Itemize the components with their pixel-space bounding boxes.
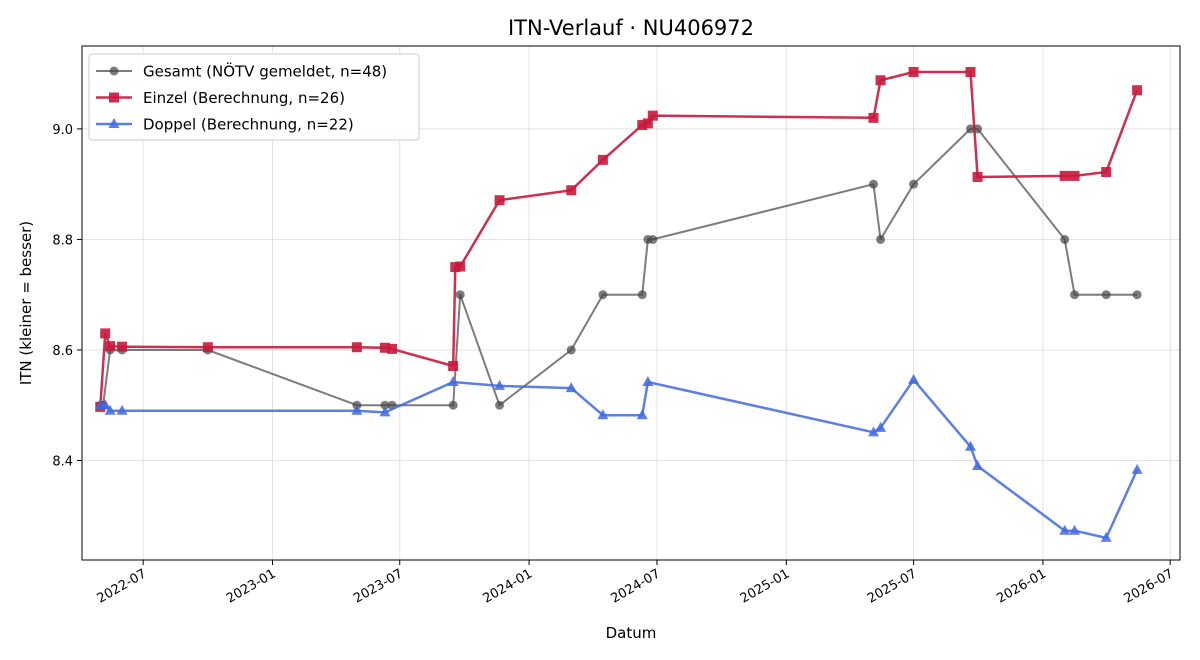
data-point-doppel bbox=[908, 373, 920, 384]
data-point-einzel bbox=[647, 110, 658, 121]
data-point-gesamt bbox=[1060, 234, 1070, 244]
data-point-einzel bbox=[202, 342, 213, 353]
data-point-einzel bbox=[637, 120, 648, 131]
data-point-einzel bbox=[875, 75, 886, 86]
legend-box bbox=[88, 53, 420, 141]
series-einzel bbox=[95, 66, 1143, 412]
legend-marker-gesamt bbox=[109, 66, 119, 76]
legend-label-gesamt: Gesamt (NÖTV gemeldet, n=48) bbox=[143, 62, 387, 81]
legend-label-einzel: Einzel (Berechnung, n=26) bbox=[143, 89, 345, 107]
data-point-doppel bbox=[1059, 524, 1071, 535]
data-point-doppel bbox=[642, 376, 654, 387]
legend-item-gesamt: Gesamt (NÖTV gemeldet, n=48) bbox=[96, 62, 387, 81]
data-point-gesamt bbox=[448, 400, 458, 410]
data-point-gesamt bbox=[598, 290, 608, 300]
data-point-einzel bbox=[965, 66, 976, 77]
data-point-doppel bbox=[597, 409, 609, 420]
data-point-doppel bbox=[565, 382, 577, 393]
data-point-doppel bbox=[972, 460, 984, 471]
data-point-gesamt bbox=[648, 234, 658, 244]
chart-title: ITN-Verlauf · NU406972 bbox=[508, 16, 754, 40]
data-point-doppel bbox=[104, 404, 116, 415]
data-point-doppel bbox=[1069, 524, 1081, 535]
legend-item-einzel: Einzel (Berechnung, n=26) bbox=[96, 89, 345, 107]
data-point-gesamt bbox=[1070, 290, 1080, 300]
data-point-doppel bbox=[1100, 531, 1112, 542]
legend-item-doppel: Doppel (Berechnung, n=22) bbox=[96, 116, 354, 134]
data-point-einzel bbox=[448, 361, 459, 372]
data-point-einzel bbox=[972, 171, 983, 182]
data-point-doppel bbox=[351, 404, 363, 415]
data-point-gesamt bbox=[566, 345, 576, 355]
y-tick-label: 8.4 bbox=[52, 455, 73, 470]
data-point-gesamt bbox=[1132, 290, 1142, 300]
y-axis-label: ITN (kleiner = besser) bbox=[17, 221, 35, 385]
legend-label-doppel: Doppel (Berechnung, n=22) bbox=[143, 116, 354, 134]
data-point-doppel bbox=[636, 409, 648, 420]
x-axis-label: Datum bbox=[606, 624, 657, 642]
data-point-gesamt bbox=[637, 290, 647, 300]
data-point-doppel bbox=[875, 421, 887, 432]
series-layer bbox=[94, 66, 1143, 542]
data-point-einzel bbox=[100, 328, 111, 339]
series-doppel bbox=[94, 373, 1143, 542]
data-point-doppel bbox=[965, 440, 977, 451]
data-point-gesamt bbox=[909, 179, 919, 189]
data-point-gesamt bbox=[966, 124, 976, 134]
data-point-einzel bbox=[1132, 85, 1143, 96]
data-point-doppel bbox=[99, 399, 111, 410]
data-point-einzel bbox=[908, 66, 919, 77]
data-point-einzel bbox=[1059, 170, 1070, 181]
data-point-einzel bbox=[597, 154, 608, 165]
plot-frame bbox=[81, 45, 1181, 561]
data-point-doppel bbox=[116, 404, 128, 415]
data-point-einzel bbox=[351, 342, 362, 353]
data-point-gesamt bbox=[495, 400, 505, 410]
data-point-einzel bbox=[868, 112, 879, 123]
legend: Gesamt (NÖTV gemeldet, n=48) Einzel (Bere… bbox=[88, 53, 420, 141]
y-tick-label: 8.6 bbox=[52, 344, 73, 359]
data-point-gesamt bbox=[455, 290, 465, 300]
data-point-einzel bbox=[642, 118, 653, 129]
data-point-einzel bbox=[379, 342, 390, 353]
data-point-einzel bbox=[566, 185, 577, 196]
legend-marker-doppel bbox=[108, 118, 120, 128]
y-tick-label: 9.0 bbox=[52, 123, 73, 138]
data-point-gesamt bbox=[869, 179, 879, 189]
data-point-einzel bbox=[1101, 167, 1112, 178]
y-tick-label: 8.8 bbox=[52, 233, 73, 248]
data-point-einzel bbox=[386, 343, 397, 354]
data-point-doppel bbox=[494, 379, 506, 390]
data-point-gesamt bbox=[876, 234, 886, 244]
series-line-einzel bbox=[99, 70, 1139, 407]
data-point-einzel bbox=[105, 341, 116, 352]
data-point-doppel bbox=[379, 406, 391, 417]
data-point-doppel bbox=[868, 426, 880, 437]
data-point-gesamt bbox=[380, 400, 390, 410]
data-point-doppel bbox=[1131, 463, 1143, 474]
data-point-doppel bbox=[447, 376, 459, 387]
legend-marker-einzel bbox=[109, 92, 119, 103]
data-point-einzel bbox=[494, 195, 505, 206]
data-point-einzel bbox=[117, 341, 128, 352]
data-point-einzel bbox=[455, 261, 466, 272]
data-point-gesamt bbox=[1101, 290, 1111, 300]
data-point-einzel bbox=[1069, 170, 1080, 181]
